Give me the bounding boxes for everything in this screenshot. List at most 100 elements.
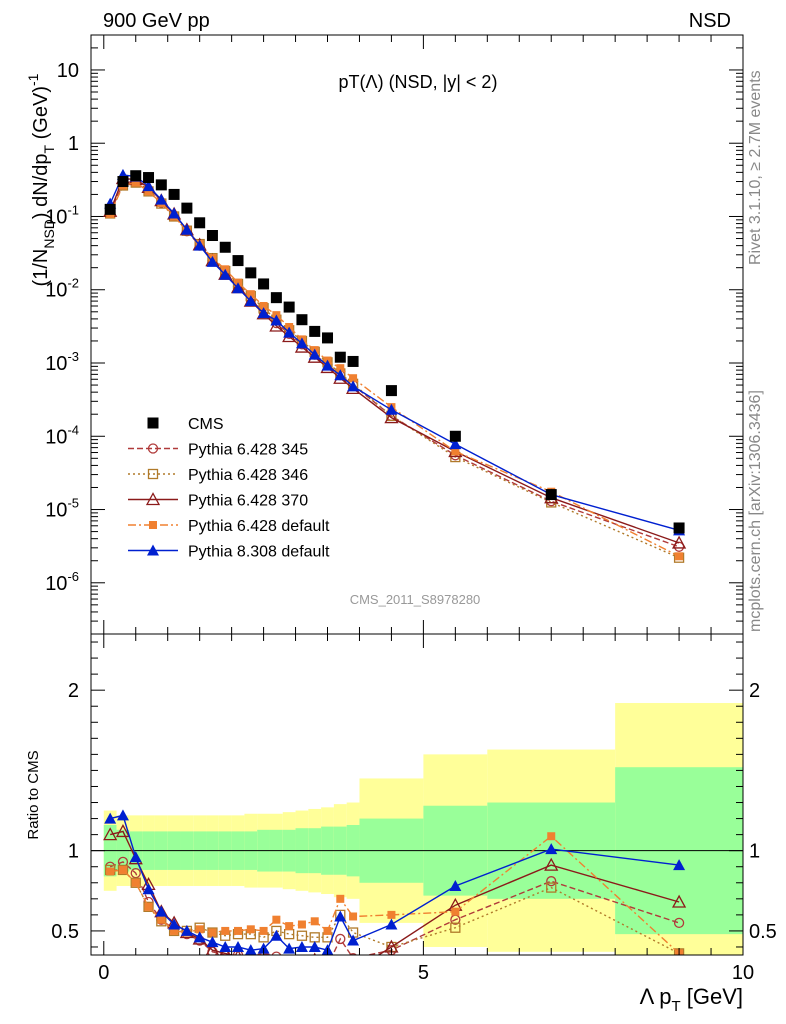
ratio-point-p370	[544, 857, 559, 871]
legend-item-cms: CMS	[147, 416, 224, 433]
legend-item-p6def: Pythia 6.428 default	[128, 518, 330, 535]
ratio-point-p6def	[157, 915, 166, 924]
ratio-point-p6def	[349, 912, 358, 921]
ratio-point-p8def	[104, 812, 117, 824]
data-point-cms	[104, 203, 116, 215]
data-point-cms	[673, 522, 685, 534]
data-point-p6def	[131, 178, 140, 187]
header-left: 900 GeV pp	[103, 10, 210, 32]
data-point-p8def	[180, 223, 193, 235]
x-axis-label: Λ pT [GeV]	[640, 984, 743, 1015]
legend-label: CMS	[188, 416, 224, 433]
data-point-p6def	[246, 290, 255, 299]
data-point-cms	[130, 170, 142, 182]
data-point-cms	[270, 292, 282, 304]
ratio-point-p8def	[244, 944, 257, 955]
ratio-plot-frame	[90, 633, 744, 956]
ratio-point-p370	[270, 957, 282, 968]
ratio-point-p6def	[259, 926, 268, 935]
ratio-point-p8def	[308, 940, 321, 952]
data-point-cms	[545, 489, 557, 501]
ratio-point-p8def	[673, 859, 686, 871]
ratio-y-tick-label: 1	[68, 841, 79, 863]
data-point-cms	[322, 332, 334, 344]
series-line-p8def	[109, 174, 680, 531]
data-point-cms	[334, 351, 346, 363]
main-y-axis-label: (1/NNSD) dN/dpT (GeV)-1	[25, 73, 57, 286]
ratio-point-p370	[220, 946, 231, 955]
data-point-p8def	[334, 369, 347, 381]
data-point-p8def	[321, 359, 334, 371]
ratio-point-p8def	[219, 940, 232, 952]
ratio-y-tick-label: 2	[68, 680, 79, 702]
ratio-point-p6def	[310, 917, 319, 926]
ratio-point-p8def	[142, 883, 155, 895]
data-point-p6def	[336, 364, 345, 373]
ratio-point-p346	[450, 922, 461, 933]
main-y-tick-label: 1	[68, 133, 79, 155]
data-point-p8def	[244, 295, 257, 307]
ratio-point-p345	[546, 876, 557, 887]
data-point-cms	[347, 355, 359, 367]
series-p8def	[104, 168, 686, 536]
ratio-point-p6def	[234, 926, 243, 935]
data-point-p6def	[675, 552, 684, 561]
data-point-p8def	[142, 180, 155, 192]
legend-label: Pythia 8.308 default	[188, 544, 330, 561]
data-point-p8def	[295, 337, 308, 349]
data-point-cms	[245, 267, 257, 279]
ratio-point-p6def	[118, 865, 127, 874]
ratio-point-p6def	[387, 910, 396, 919]
ratio-point-p345	[673, 917, 685, 929]
data-point-cms	[206, 230, 218, 242]
ratio-point-p345	[297, 959, 306, 968]
data-point-p6def	[451, 447, 460, 456]
data-point-cms	[143, 172, 155, 184]
ratio-point-p8def	[155, 905, 168, 917]
data-point-p6def	[349, 374, 358, 383]
x-tick-label: 10	[732, 962, 754, 984]
ratio-point-p345	[349, 953, 358, 955]
ratio-point-p6def	[285, 922, 294, 931]
ratio-point-p6def	[106, 867, 115, 876]
ratio-y-tick-label: 0.5	[51, 921, 79, 943]
ratio-point-p346	[130, 877, 141, 888]
ratio-line-p346	[110, 869, 680, 955]
legend-label: Pythia 6.428 345	[188, 442, 308, 459]
main-y-tick-label: 10	[57, 60, 79, 82]
data-point-cms	[117, 176, 129, 188]
ratio-panel: 0 5 10 0.5 0.5 1 1 2 2	[51, 633, 777, 984]
data-point-cms	[168, 188, 180, 200]
data-point-p8def	[232, 282, 245, 294]
legend-marker	[145, 492, 161, 506]
ratio-y-tick-label-right: 0.5	[749, 921, 777, 943]
ratio-point-p8def	[193, 931, 206, 943]
side-label-bottom: mcplots.cern.ch [arXiv:1306.3436]	[747, 390, 764, 632]
main-y-tick-label: 10-4	[45, 422, 79, 448]
ratio-point-p6def	[246, 925, 255, 934]
data-point-p8def	[270, 314, 283, 326]
ratio-point-p8def	[206, 936, 219, 948]
ratio-point-p370	[205, 942, 220, 955]
ratio-point-p8def	[545, 843, 558, 855]
data-point-p8def	[347, 380, 360, 392]
ratio-y-tick-label-right: 2	[749, 680, 760, 702]
ratio-point-p370	[296, 957, 308, 968]
data-point-p370	[671, 535, 687, 549]
ratio-point-p8def	[385, 918, 398, 930]
ratio-point-p345	[271, 951, 282, 955]
ratio-point-p8def	[168, 918, 181, 930]
ratio-point-p370	[283, 957, 295, 968]
ratio-point-p346	[296, 930, 308, 941]
data-point-p370	[384, 410, 399, 424]
ratio-point-p6def	[170, 926, 179, 935]
ratio-point-p6def	[208, 928, 217, 937]
watermark: CMS_2011_S8978280	[350, 592, 481, 607]
ratio-point-p8def	[283, 942, 296, 954]
ratio-series	[103, 809, 687, 971]
ratio-point-p345	[323, 962, 332, 971]
ratio-point-p8def	[347, 934, 360, 946]
ratio-point-p8def	[180, 924, 193, 936]
series-cms	[104, 170, 685, 534]
